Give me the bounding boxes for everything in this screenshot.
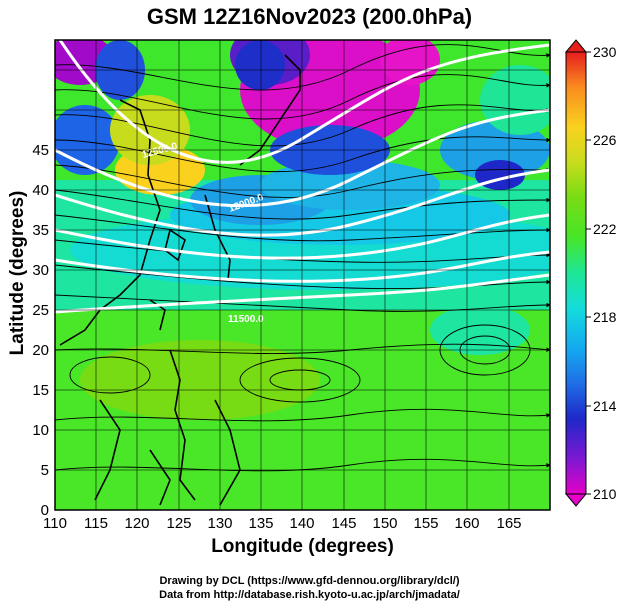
y-tick-label: 0	[41, 502, 49, 519]
colorbar-min-arrow	[564, 493, 588, 507]
x-tick-label: 125	[166, 515, 191, 532]
x-tick-labels: 110 115 120 125 130 135 140 145 150 155 …	[43, 515, 521, 532]
y-tick-label: 20	[32, 342, 49, 359]
x-tick-label: 165	[496, 515, 521, 532]
coastlines	[59, 54, 301, 506]
y-tick-label: 25	[32, 302, 49, 319]
colorbar-tick-label: 226	[593, 132, 617, 148]
temperature-field	[55, 40, 550, 510]
height-contours	[55, 40, 550, 314]
x-tick-label: 130	[207, 515, 232, 532]
colorbar-tick-label: 222	[593, 221, 617, 237]
colorbar-tick-label: 210	[593, 486, 617, 502]
x-tick-label: 120	[124, 515, 149, 532]
y-tick-label: 45	[32, 142, 49, 159]
y-tick-label: 15	[32, 382, 49, 399]
grid-lines	[55, 40, 550, 510]
x-tick-label: 110	[43, 515, 67, 532]
colorbar-tick-label: 214	[593, 398, 617, 414]
credit-drawing: Drawing by DCL (https://www.gfd-dennou.o…	[159, 575, 460, 587]
x-tick-label: 150	[372, 515, 397, 532]
x-tick-label: 145	[331, 515, 356, 532]
y-tick-label: 30	[32, 262, 49, 279]
y-tick-label: 40	[32, 182, 49, 199]
colorbar-tick-label: 218	[593, 309, 617, 325]
colorbar-scale	[565, 51, 587, 495]
y-tick-label: 5	[41, 462, 49, 479]
y-tick-label: 35	[32, 222, 49, 239]
x-tick-label: 155	[413, 515, 438, 532]
colorbar-max-arrow	[564, 39, 588, 53]
y-axis-label: Latitude (degrees)	[7, 190, 28, 356]
x-tick-label: 135	[248, 515, 273, 532]
y-tick-labels: 0 5 10 15 20 25 30 35 40 45	[32, 142, 49, 519]
contour-label: 11500.0	[228, 314, 264, 325]
x-tick-label: 140	[289, 515, 314, 532]
plot-frame	[54, 39, 551, 511]
streamlines	[55, 44, 550, 472]
colorbar: 210 214 218 222 226 230	[564, 39, 617, 507]
y-tick-label: 10	[32, 422, 49, 439]
colorbar-tick-label: 230	[593, 44, 617, 60]
x-tick-label: 160	[454, 515, 479, 532]
credit-data: Data from http://database.rish.kyoto-u.a…	[159, 589, 460, 601]
x-axis-label: Longitude (degrees)	[211, 536, 394, 557]
map-title: GSM 12Z16Nov2023 (200.0hPa)	[146, 4, 473, 29]
x-tick-label: 115	[84, 515, 108, 532]
